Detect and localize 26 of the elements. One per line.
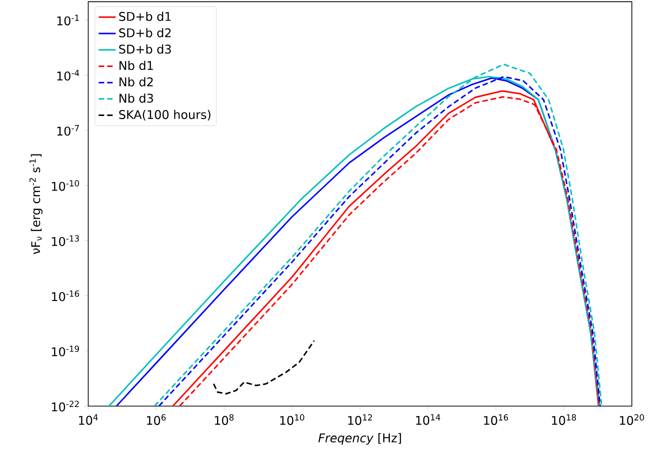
y-tick-label: 10$^{-7}$: [57, 125, 79, 136]
x-tick-label: 10$^{12}$: [348, 414, 372, 426]
y-axis-title: νF$_{ν}$ [erg cm$^{-2}$ s$^{-1}$]: [29, 154, 42, 254]
legend-label: Nb d3: [120, 94, 153, 103]
x-tick-label: 10$^{16}$: [484, 414, 508, 426]
y-tick-label: 10$^{-4}$: [57, 70, 80, 81]
x-tick-label: 10$^{4}$: [79, 414, 98, 426]
y-tick-label: 10$^{-13}$: [52, 235, 79, 246]
legend-label: SD+b d3: [119, 44, 171, 54]
legend-label: Nb d1: [120, 60, 153, 70]
x-tick-label: 10$^{10}$: [280, 414, 304, 426]
y-tick-label: 10$^{-10}$: [52, 180, 80, 192]
x-tick-label: 10$^{6}$: [146, 414, 166, 426]
y-tick-label: 10$^{-16}$: [52, 290, 80, 302]
legend-label: Nb d2: [120, 77, 153, 87]
legend-label: SD+b d2: [119, 28, 171, 38]
x-axis-title: Freqency [Hz]: [318, 433, 401, 445]
y-tick-label: 10$^{-19}$: [52, 346, 79, 356]
x-tick-label: 10$^{18}$: [552, 414, 576, 426]
x-tick-label: 10$^{8}$: [214, 414, 234, 426]
y-tick-label: 10$^{-22}$: [52, 400, 79, 412]
x-tick-label: 10$^{14}$: [416, 414, 440, 426]
legend-label: SD+b d1: [119, 12, 171, 22]
y-tick-label: 10$^{-1}$: [57, 14, 79, 26]
x-tick-label: 10$^{20}$: [620, 414, 644, 426]
legend-label: SKA(100 hours): [119, 110, 210, 121]
